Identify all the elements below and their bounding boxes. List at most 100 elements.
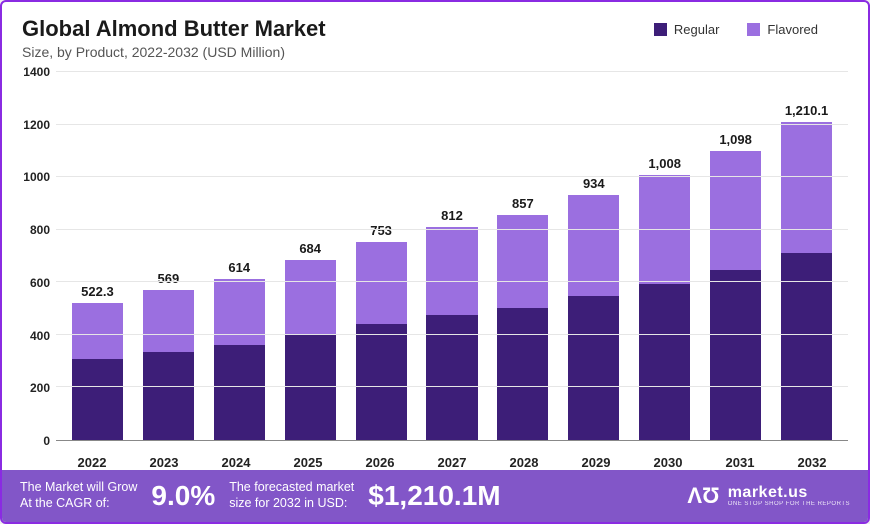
bar-stack <box>497 215 548 440</box>
x-tick: 2023 <box>128 455 200 470</box>
bar-stack <box>568 195 619 441</box>
bar-column: 857 <box>487 72 558 440</box>
bar-column: 812 <box>417 72 488 440</box>
x-axis: 2022202320242025202620272028202920302031… <box>2 449 868 470</box>
x-tick: 2022 <box>56 455 128 470</box>
bar-segment-regular <box>568 296 619 440</box>
brand-main: market.us <box>728 485 850 501</box>
legend-item: Regular <box>654 22 720 37</box>
x-tick: 2030 <box>632 455 704 470</box>
bar-stack <box>72 303 123 440</box>
bar-segment-regular <box>639 284 690 440</box>
bar-segment-regular <box>497 308 548 440</box>
x-tick: 2027 <box>416 455 488 470</box>
x-tick: 2025 <box>272 455 344 470</box>
legend: Regular Flavored <box>654 16 848 37</box>
cagr-label: The Market will GrowAt the CAGR of: <box>20 480 137 511</box>
x-tick: 2026 <box>344 455 416 470</box>
bar-column: 934 <box>558 72 629 440</box>
y-tick: 800 <box>30 223 50 237</box>
bar-stack <box>143 290 194 440</box>
forecast-value: $1,210.1M <box>368 480 500 512</box>
bar-total-label: 812 <box>441 208 463 223</box>
chart-card: Global Almond Butter Market Size, by Pro… <box>0 0 870 524</box>
x-tick: 2028 <box>488 455 560 470</box>
titles: Global Almond Butter Market Size, by Pro… <box>22 16 654 60</box>
bar-total-label: 857 <box>512 196 534 211</box>
bar-segment-flavored <box>143 290 194 352</box>
y-tick: 0 <box>43 434 50 448</box>
chart-title: Global Almond Butter Market <box>22 16 654 42</box>
legend-item: Flavored <box>747 22 818 37</box>
bar-column: 1,098 <box>700 72 771 440</box>
bar-segment-flavored <box>710 151 761 270</box>
bars-container: 522.3 569 614 684 753 812 857 934 1,008 1,098 1,21… <box>56 72 848 440</box>
grid-line <box>56 229 848 230</box>
x-tick: 2032 <box>776 455 848 470</box>
bar-segment-flavored <box>426 227 477 315</box>
bar-stack <box>214 279 265 440</box>
y-tick: 200 <box>30 381 50 395</box>
y-tick: 600 <box>30 276 50 290</box>
grid-line <box>56 386 848 387</box>
bar-segment-regular <box>356 324 407 440</box>
plot: 522.3 569 614 684 753 812 857 934 1,008 1,098 1,21… <box>56 72 848 441</box>
grid-line <box>56 334 848 335</box>
grid-line <box>56 176 848 177</box>
bar-total-label: 522.3 <box>81 284 114 299</box>
bar-total-label: 614 <box>228 260 250 275</box>
footer-strip: The Market will GrowAt the CAGR of: 9.0%… <box>2 470 868 522</box>
brand: ɅƱ market.us ONE STOP SHOP FOR THE REPOR… <box>687 483 850 509</box>
cagr-value: 9.0% <box>151 480 215 512</box>
bar-segment-flavored <box>639 175 690 284</box>
bar-total-label: 684 <box>299 241 321 256</box>
brand-sub: ONE STOP SHOP FOR THE REPORTS <box>728 501 850 507</box>
legend-swatch <box>654 23 667 36</box>
y-tick: 1000 <box>23 170 50 184</box>
header: Global Almond Butter Market Size, by Pro… <box>2 2 868 64</box>
legend-swatch <box>747 23 760 36</box>
bar-segment-regular <box>143 352 194 440</box>
bar-stack <box>285 260 336 440</box>
bar-stack <box>710 151 761 440</box>
bar-segment-regular <box>214 345 265 440</box>
bar-segment-flavored <box>356 242 407 324</box>
x-tick: 2024 <box>200 455 272 470</box>
grid-line <box>56 281 848 282</box>
bar-total-label: 934 <box>583 176 605 191</box>
chart-area: 0 200 400 600 800 1000 1200 1400 522.3 569 614 684… <box>2 64 868 449</box>
y-tick: 400 <box>30 329 50 343</box>
forecast-label: The forecasted marketsize for 2032 in US… <box>229 480 354 511</box>
bar-total-label: 569 <box>158 271 180 286</box>
y-tick: 1200 <box>23 118 50 132</box>
bar-total-label: 1,210.1 <box>785 103 828 118</box>
bar-segment-flavored <box>781 122 832 253</box>
bar-segment-flavored <box>214 279 265 346</box>
brand-logo-icon: ɅƱ <box>687 483 719 509</box>
bar-stack <box>639 175 690 440</box>
bar-total-label: 1,008 <box>648 156 681 171</box>
bar-column: 1,008 <box>629 72 700 440</box>
bar-column: 753 <box>346 72 417 440</box>
bar-segment-flavored <box>72 303 123 360</box>
bar-total-label: 1,098 <box>719 132 752 147</box>
bar-column: 569 <box>133 72 204 440</box>
bar-segment-flavored <box>285 260 336 334</box>
bar-column: 614 <box>204 72 275 440</box>
bar-stack <box>356 242 407 440</box>
y-tick: 1400 <box>23 65 50 79</box>
grid-line <box>56 124 848 125</box>
bar-column: 522.3 <box>62 72 133 440</box>
x-tick: 2029 <box>560 455 632 470</box>
legend-label: Flavored <box>767 22 818 37</box>
bar-column: 1,210.1 <box>771 72 842 440</box>
x-tick: 2031 <box>704 455 776 470</box>
y-axis: 0200400600800100012001400 <box>10 72 56 441</box>
bar-column: 684 <box>275 72 346 440</box>
bar-total-label: 753 <box>370 223 392 238</box>
legend-label: Regular <box>674 22 720 37</box>
grid-line <box>56 71 848 72</box>
bar-segment-regular <box>710 270 761 440</box>
bar-segment-regular <box>72 359 123 440</box>
brand-text: market.us ONE STOP SHOP FOR THE REPORTS <box>728 485 850 507</box>
